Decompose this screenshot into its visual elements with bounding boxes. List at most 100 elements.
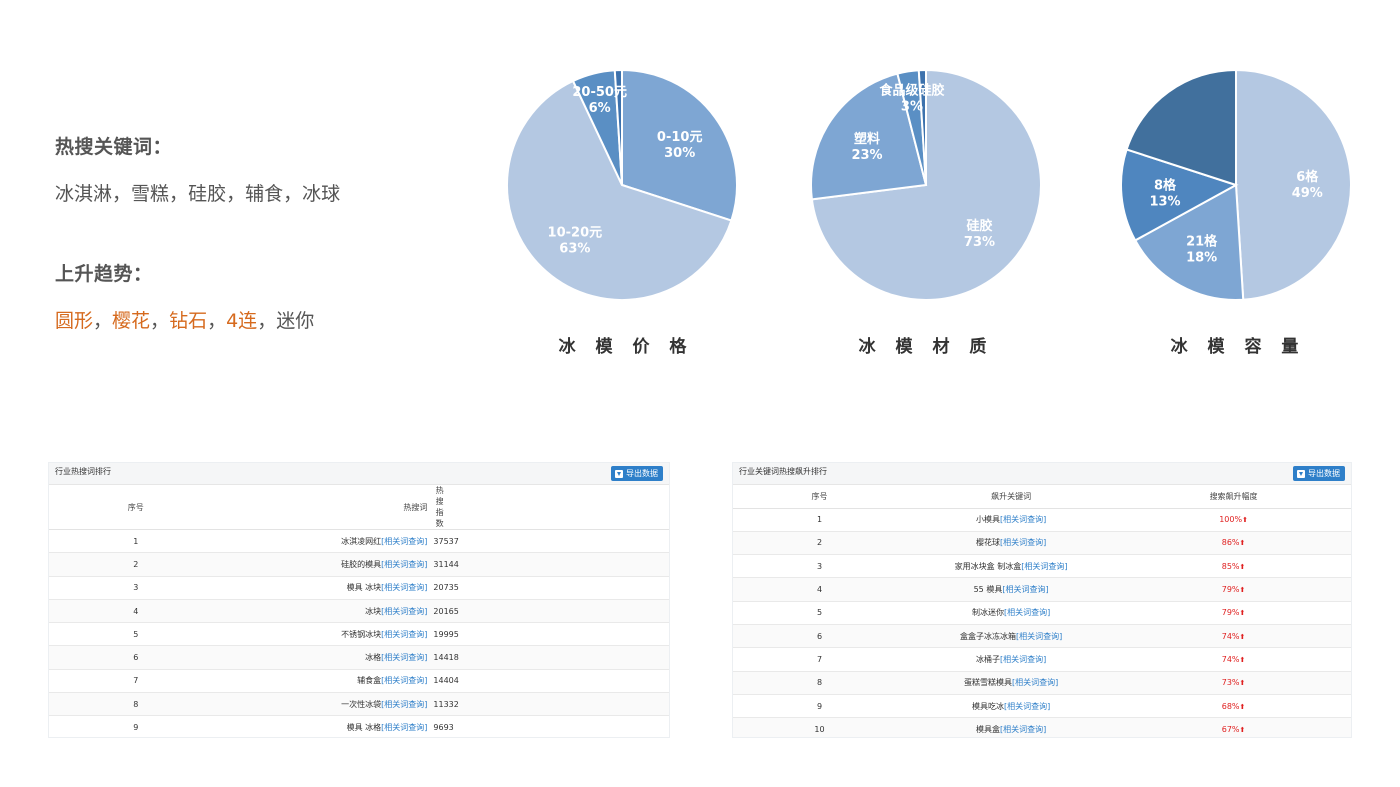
row-keyword-cell: 模具 冰块[相关词查询] xyxy=(222,576,434,600)
column-header-index: 序号 xyxy=(49,485,223,530)
row-value-cell: 31144 xyxy=(433,552,669,577)
row-value-cell: 74%⬆ xyxy=(1116,624,1351,649)
row-value-cell: 86%⬆ xyxy=(1116,531,1351,556)
row-index: 5 xyxy=(733,601,907,625)
rising-search-table: 序号 飙升关键词 搜索飙升幅度 1 小模具[相关词查询] 100%⬆ 2 樱花球[相关词… xyxy=(733,485,1351,737)
related-query-link[interactable]: [相关词查询] xyxy=(999,654,1047,664)
slice-label: 食品级硅胶 xyxy=(879,82,944,98)
row-keyword: 盒盒子冰冻冰箱 xyxy=(959,631,1016,641)
related-query-link[interactable]: [相关词查询] xyxy=(999,538,1047,548)
table-row: 3 家用冰块盒 制冰盒[相关词查询] 85%⬆ xyxy=(733,554,1351,579)
rising-keyword: 樱花 xyxy=(112,310,151,332)
column-header-keyword: 飙升关键词 xyxy=(906,485,1117,509)
row-keyword-cell: 盒盒子冰冻冰箱[相关词查询] xyxy=(906,624,1117,649)
table-row: 7 辅食盒[相关词查询] 14404 xyxy=(49,669,669,694)
row-keyword-cell: 模具 冰格[相关词查询] xyxy=(222,715,434,737)
hot-search-table: 序号 热搜词 热搜指数 1 冰淇凌网红[相关词查询] 37537 2 硅胶的模具[相关词… xyxy=(49,485,669,737)
related-query-link[interactable]: [相关词查询] xyxy=(381,606,428,616)
row-value: 74% xyxy=(1221,631,1240,641)
slice-label: 8格 xyxy=(1154,178,1177,194)
row-index: 2 xyxy=(733,531,907,556)
related-query-link[interactable]: [相关词查询] xyxy=(1015,631,1063,641)
related-query-link[interactable]: [相关词查询] xyxy=(999,724,1047,734)
row-keyword-cell: 不锈钢冰块[相关词查询] xyxy=(222,622,434,647)
row-value-cell: 14418 xyxy=(433,645,669,670)
row-value-cell: 73%⬆ xyxy=(1116,671,1351,695)
table-row: 3 模具 冰块[相关词查询] 20735 xyxy=(49,576,669,600)
hot-keywords-list: 冰淇淋，雪糕，硅胶，辅食，冰球 xyxy=(55,183,341,205)
row-index: 4 xyxy=(733,577,907,602)
related-query-link[interactable]: [相关词查询] xyxy=(381,583,428,593)
slice-percent-label: 6% xyxy=(589,101,611,116)
slice-label: 21格 xyxy=(1186,233,1218,249)
row-keyword-cell: 冰块[相关词查询] xyxy=(222,599,434,624)
related-query-link[interactable]: [相关词查询] xyxy=(381,536,428,546)
row-value: 100% xyxy=(1219,515,1243,525)
rising-keyword: 迷你 xyxy=(276,310,315,332)
rise-arrow-icon: ⬆ xyxy=(1239,586,1246,595)
table-row: 8 一次性冰袋[相关词查询] 11332 xyxy=(49,692,669,717)
row-value: 74% xyxy=(1221,654,1240,664)
table-row: 9 模具 冰格[相关词查询] 9693 xyxy=(49,715,669,737)
pie-slice xyxy=(613,68,623,186)
row-value-cell: 20735 xyxy=(433,576,669,600)
export-data-button[interactable]: 导出数据 xyxy=(611,466,663,481)
row-keyword: 模具 冰格 xyxy=(346,723,382,733)
row-value: 9693 xyxy=(433,723,454,733)
table-row: 10 模具盒[相关词查询] 67%⬆ xyxy=(733,717,1351,737)
row-index: 2 xyxy=(49,552,223,577)
related-query-link[interactable]: [相关词查询] xyxy=(1003,701,1051,711)
row-keyword-cell: 家用冰块盒 制冰盒[相关词查询] xyxy=(906,554,1117,579)
table-row: 5 不锈钢冰块[相关词查询] 19995 xyxy=(49,622,669,647)
rising-keyword: 圆形 xyxy=(55,310,94,332)
table-row: 9 模具吃冰[相关词查询] 68%⬆ xyxy=(733,694,1351,719)
related-query-link[interactable]: [相关词查询] xyxy=(999,515,1047,525)
row-value-cell: 19995 xyxy=(433,622,669,647)
table-header-bar: 行业关键词热搜飙升排行 导出数据 xyxy=(733,463,1351,485)
row-value-cell: 20165 xyxy=(433,599,669,624)
related-query-link[interactable]: [相关词查询] xyxy=(381,559,428,569)
row-keyword: 模具 冰块 xyxy=(346,583,382,593)
rising-keyword: 钻石 xyxy=(169,310,208,332)
related-query-link[interactable]: [相关词查询] xyxy=(1011,678,1059,688)
slice-percent-label: 3% xyxy=(901,99,923,114)
row-index: 3 xyxy=(49,576,223,600)
row-index: 4 xyxy=(49,599,223,624)
download-icon xyxy=(615,469,623,478)
rise-arrow-icon: ⬆ xyxy=(1239,702,1246,711)
row-keyword: 一次性冰袋 xyxy=(341,699,382,709)
row-keyword-cell: 制冰迷你[相关词查询] xyxy=(906,601,1117,625)
pie-slice xyxy=(810,72,928,201)
related-query-link[interactable]: [相关词查询] xyxy=(1021,561,1068,571)
row-index: 7 xyxy=(733,647,907,672)
related-query-link[interactable]: [相关词查询] xyxy=(381,723,428,733)
related-query-link[interactable]: [相关词查询] xyxy=(381,699,428,709)
related-query-link[interactable]: [相关词查询] xyxy=(381,676,428,686)
column-header-rise: 搜索飙升幅度 xyxy=(1116,485,1351,509)
row-index: 7 xyxy=(49,669,223,694)
related-query-link[interactable]: [相关词查询] xyxy=(1002,585,1049,595)
row-keyword: 硅胶的模具 xyxy=(341,559,382,569)
table-row: 6 盒盒子冰冻冰箱[相关词查询] 74%⬆ xyxy=(733,624,1351,649)
row-value-cell: 79%⬆ xyxy=(1116,601,1351,625)
related-query-link[interactable]: [相关词查询] xyxy=(1003,608,1051,618)
row-value: 86% xyxy=(1221,538,1240,548)
row-value-cell: 100%⬆ xyxy=(1116,508,1351,532)
export-data-button[interactable]: 导出数据 xyxy=(1293,466,1345,481)
related-query-link[interactable]: [相关词查询] xyxy=(381,653,428,663)
slice-percent-label: 63% xyxy=(559,241,590,256)
row-value-cell: 74%⬆ xyxy=(1116,647,1351,672)
row-keyword: 辅食盒 xyxy=(357,676,382,686)
row-index: 8 xyxy=(733,671,907,695)
slice-label: 硅胶 xyxy=(966,218,992,234)
row-index: 3 xyxy=(733,554,907,579)
pie-slice xyxy=(1133,183,1245,301)
row-value: 14418 xyxy=(433,653,459,663)
row-value: 19995 xyxy=(433,629,459,639)
row-index: 9 xyxy=(733,694,907,719)
related-query-link[interactable]: [相关词查询] xyxy=(381,629,428,639)
row-keyword: 冰淇凌网红 xyxy=(341,536,382,546)
rising-keyword: 4连 xyxy=(226,310,258,332)
